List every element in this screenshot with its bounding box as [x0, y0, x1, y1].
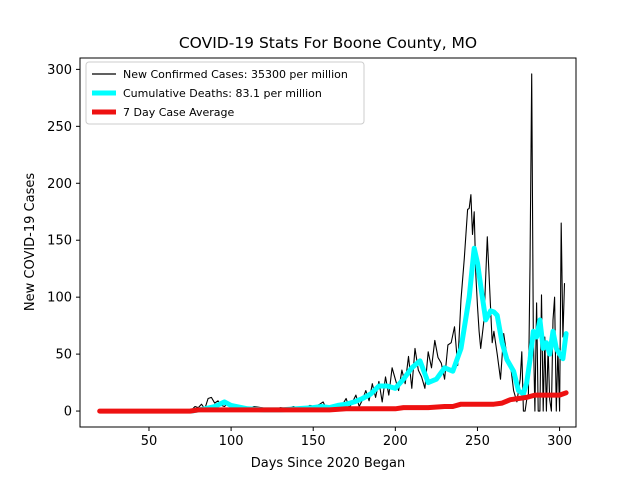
- series-line-7-day-average: [97, 390, 569, 414]
- legend-label-new-cases: New Confirmed Cases: 35300 per million: [123, 68, 348, 81]
- x-tick-label: 100: [219, 434, 244, 449]
- y-tick-label: 0: [64, 405, 72, 420]
- y-tick-label: 100: [47, 291, 72, 306]
- y-tick-label: 250: [47, 120, 72, 135]
- x-tick-label: 300: [547, 434, 572, 449]
- y-axis-label: New COVID-19 Cases: [23, 173, 38, 311]
- y-tick-label: 50: [55, 348, 72, 363]
- x-tick-label: 150: [301, 434, 326, 449]
- legend-label-7-day-average: 7 Day Case Average: [123, 106, 235, 119]
- x-tick-label: 250: [465, 434, 490, 449]
- plot-frame: [79, 57, 577, 428]
- x-tick-label: 50: [141, 434, 158, 449]
- y-tick-label: 300: [47, 63, 72, 78]
- plot-lines: [97, 73, 569, 414]
- legend: New Confirmed Cases: 35300 per million C…: [85, 61, 365, 125]
- legend-box: [85, 61, 365, 125]
- y-tick-label: 200: [47, 177, 72, 192]
- chart-title: COVID-19 Stats For Boone County, MO: [179, 34, 477, 52]
- y-tick-label: 150: [47, 234, 72, 249]
- y-axis: 0 50 100 150 200 250 300: [47, 63, 80, 420]
- x-axis: 50 100 150 200 250 300: [141, 427, 572, 449]
- x-axis-label: Days Since 2020 Began: [251, 456, 406, 471]
- legend-label-cumulative-deaths: Cumulative Deaths: 83.1 per million: [123, 87, 322, 100]
- x-tick-label: 200: [383, 434, 408, 449]
